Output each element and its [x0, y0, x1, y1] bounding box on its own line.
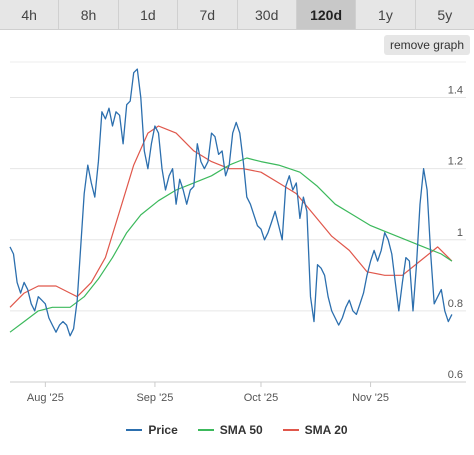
- legend-swatch: [126, 429, 143, 431]
- legend-item-price[interactable]: Price: [126, 423, 178, 437]
- x-tick-label: Oct '25: [244, 392, 279, 404]
- remove-graph-button[interactable]: remove graph: [383, 35, 470, 55]
- x-tick-label: Sep '25: [136, 392, 173, 404]
- legend-label: Price: [148, 423, 178, 437]
- legend-item-sma-50[interactable]: SMA 50: [197, 423, 263, 437]
- y-tick-label: 1.2: [448, 156, 463, 168]
- tab-4h[interactable]: 4h: [0, 0, 60, 29]
- tab-8h[interactable]: 8h: [59, 0, 119, 29]
- tab-7d[interactable]: 7d: [178, 0, 238, 29]
- series-line-price: [9, 68, 453, 337]
- tab-1y[interactable]: 1y: [356, 0, 416, 29]
- y-tick-label: 0.6: [448, 369, 463, 381]
- legend-label: SMA 50: [219, 423, 263, 437]
- tab-5y[interactable]: 5y: [437, 6, 453, 23]
- y-tick-label: 1: [457, 227, 463, 239]
- chart-legend: Price SMA 50 SMA 20: [0, 420, 474, 440]
- legend-swatch: [197, 429, 214, 431]
- legend-swatch: [282, 429, 299, 431]
- grid-lines: [10, 61, 466, 383]
- tab-30d[interactable]: 30d: [238, 0, 297, 29]
- x-tick-label: Aug '25: [27, 392, 64, 404]
- x-tick-label: Nov '25: [352, 392, 389, 404]
- tab-1d[interactable]: 1d: [119, 0, 179, 29]
- y-tick-label: 0.8: [448, 298, 463, 310]
- tab-120d[interactable]: 120d: [296, 0, 357, 29]
- x-axis-ticks: Aug '25 Sep '25 Oct '25 Nov '25: [27, 382, 389, 404]
- y-axis-ticks: 0.6 0.8 1 1.2 1.4: [448, 85, 463, 381]
- timeframe-tabs: 4h 8h 1d 7d 30d 120d 1y 5y: [0, 0, 474, 30]
- legend-item-sma-20[interactable]: SMA 20: [282, 423, 348, 437]
- y-tick-label: 1.4: [448, 85, 463, 97]
- legend-label: SMA 20: [304, 423, 348, 437]
- series-line-sma-20: [9, 125, 453, 308]
- series-lines: [9, 68, 453, 337]
